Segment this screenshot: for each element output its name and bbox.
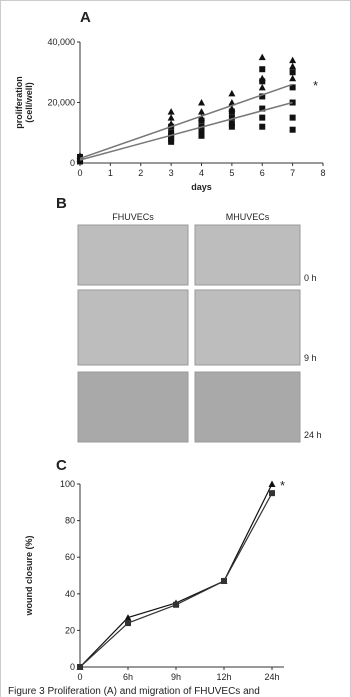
triangle-marker: [268, 480, 276, 487]
panel-label: A: [80, 9, 91, 26]
y-tick-label: 40,000: [47, 37, 75, 47]
square-marker: [173, 601, 179, 608]
y-tick-label: 0: [70, 158, 75, 168]
square-marker: [198, 117, 205, 124]
y-axis-label: proliferation: [14, 76, 24, 129]
square-marker: [259, 78, 266, 85]
triangle-marker: [167, 114, 175, 121]
x-tick-label: 6: [260, 168, 265, 178]
square-marker: [228, 123, 235, 130]
square-marker: [77, 153, 83, 160]
square-marker: [198, 126, 205, 133]
annotation: *: [280, 478, 285, 493]
x-axis-label: days: [191, 182, 212, 192]
triangle-marker: [198, 99, 205, 106]
x-tick-label: 3: [169, 168, 174, 178]
square-marker: [259, 93, 266, 100]
x-tick-label: 2: [138, 168, 143, 178]
annotation: *: [313, 78, 318, 93]
x-tick-label: 0: [77, 168, 82, 178]
row-label: 9 h: [304, 353, 317, 363]
square-marker: [289, 114, 296, 121]
micrograph: [194, 289, 301, 366]
y-tick-label: 60: [65, 552, 75, 562]
square-marker: [228, 108, 235, 115]
y-tick-label: 20,000: [47, 98, 75, 108]
column-header: MHUVECs: [226, 212, 270, 222]
row-label: 24 h: [304, 430, 322, 440]
micrograph: [77, 224, 189, 286]
square-marker: [289, 84, 296, 91]
square-marker: [269, 490, 275, 497]
square-marker: [259, 105, 266, 112]
micrograph: [77, 371, 189, 443]
x-tick-label: 9h: [171, 672, 181, 682]
y-tick-label: 100: [60, 479, 75, 489]
triangle-marker: [198, 108, 205, 115]
trend-line: [79, 101, 293, 161]
triangle-marker: [289, 74, 297, 82]
square-marker: [168, 138, 175, 145]
x-tick-label: 0: [77, 672, 82, 682]
triangle-marker: [228, 99, 236, 106]
triangle-marker: [289, 62, 297, 70]
square-marker: [289, 126, 296, 133]
square-marker: [259, 66, 266, 73]
row-label: 0 h: [304, 273, 317, 283]
panel-label: C: [56, 457, 67, 474]
micrograph: [194, 224, 301, 286]
square-marker: [228, 114, 235, 121]
x-tick-label: 6h: [123, 672, 133, 682]
trend-line: [79, 83, 293, 160]
x-tick-label: 5: [229, 168, 234, 178]
square-marker: [289, 69, 296, 76]
panel-label: B: [56, 195, 67, 212]
x-tick-label: 24h: [264, 672, 279, 682]
triangle-marker: [258, 53, 266, 61]
triangle-marker: [124, 614, 132, 621]
x-tick-label: 4: [199, 168, 204, 178]
y-tick-label: 20: [65, 625, 75, 635]
x-tick-label: 7: [290, 168, 295, 178]
square-marker: [221, 577, 227, 584]
square-marker: [168, 135, 175, 142]
square-marker: [125, 620, 131, 627]
x-tick-label: 1: [108, 168, 113, 178]
square-marker: [228, 120, 235, 127]
square-marker: [259, 114, 266, 121]
y-axis-label: wound closure (%): [24, 535, 34, 616]
y-tick-label: 40: [65, 589, 75, 599]
column-header: FHUVECs: [112, 212, 154, 222]
y-tick-label: 80: [65, 516, 75, 526]
triangle-marker: [167, 108, 175, 115]
square-marker: [259, 123, 266, 130]
triangle-marker: [289, 56, 297, 64]
micrograph: [194, 371, 301, 443]
caption: Figure 3 Proliferation (A) and migration…: [8, 686, 260, 697]
triangle-marker: [228, 89, 236, 97]
square-marker: [77, 664, 83, 670]
square-marker: [198, 132, 205, 139]
square-marker: [168, 129, 175, 136]
x-tick-label: 12h: [216, 672, 231, 682]
y-axis-label: (cell/well): [24, 82, 34, 123]
micrograph: [77, 289, 189, 366]
x-tick-label: 8: [320, 168, 325, 178]
triangle-marker: [258, 83, 266, 91]
square-marker: [198, 129, 205, 136]
y-tick-label: 0: [70, 662, 75, 672]
